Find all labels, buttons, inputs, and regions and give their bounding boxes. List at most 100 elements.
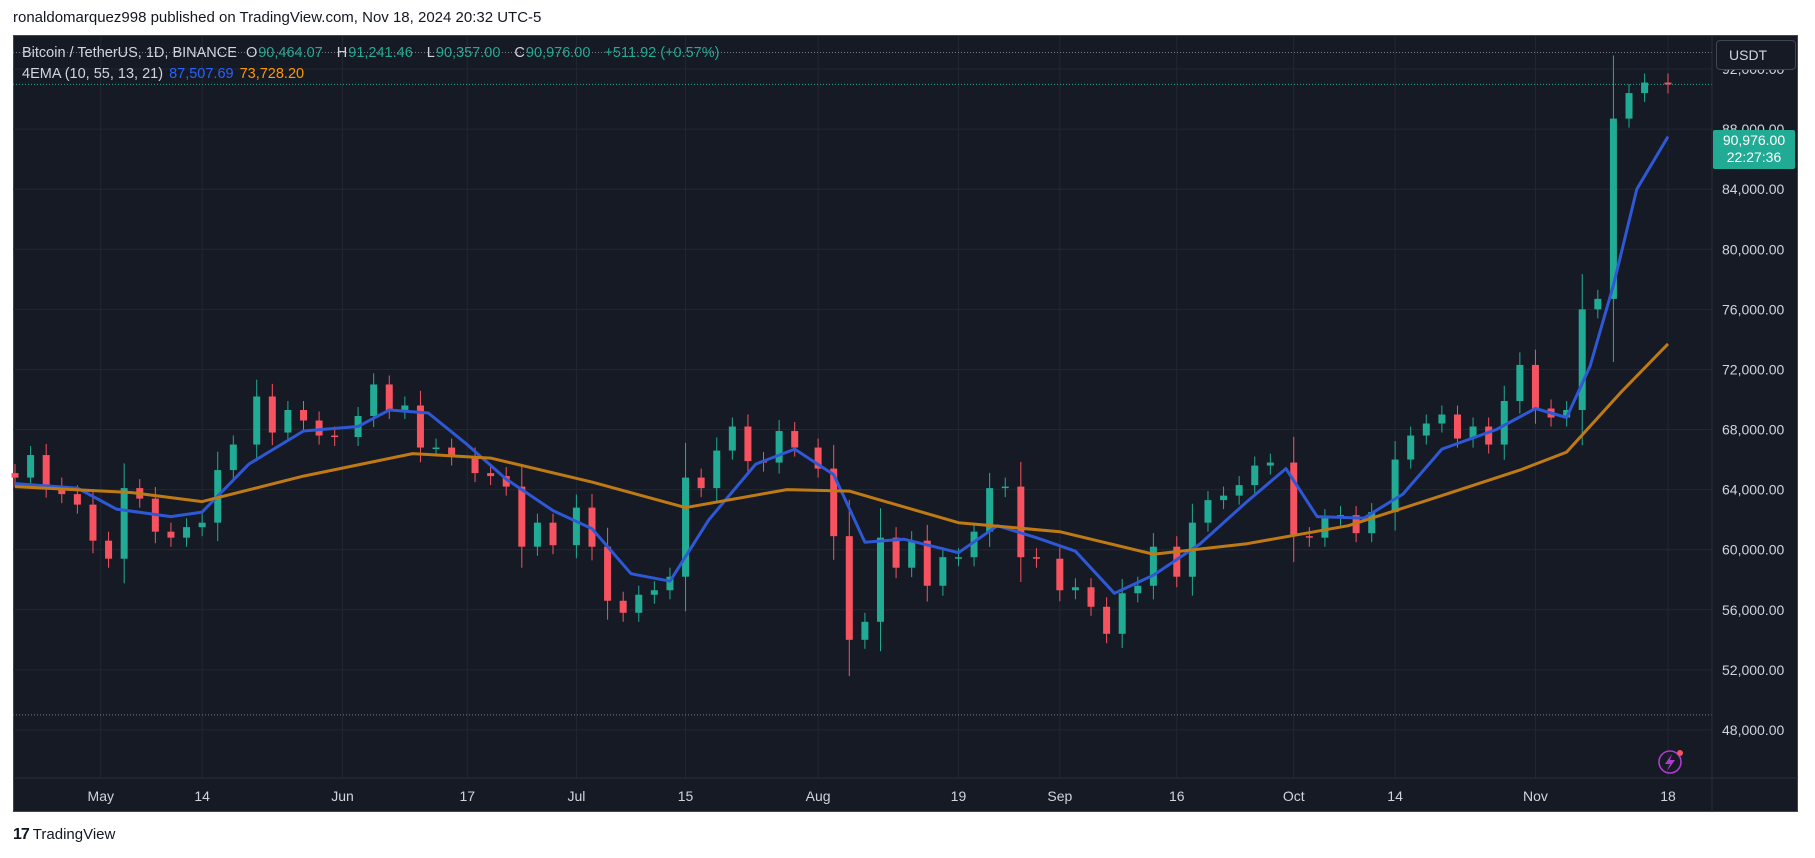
indicator-label[interactable]: 4EMA (10, 55, 13, 21) (22, 66, 164, 82)
open-label: O (245, 45, 258, 61)
x-tick-label: 16 (1169, 788, 1185, 804)
candle-body (1609, 118, 1617, 299)
candle-body (1103, 606, 1111, 634)
candle-body (1173, 546, 1181, 577)
last-price-tag: 90,976.00 22:27:36 (1713, 130, 1795, 169)
x-tick-label: 19 (951, 788, 967, 804)
candle-body (572, 507, 580, 546)
change-value: +511.92 (+0.57%) (604, 45, 720, 61)
candle-body (284, 410, 292, 433)
candle-body (1664, 82, 1672, 85)
candle-body (1563, 410, 1571, 418)
close-label: C (514, 45, 525, 61)
symbol-label[interactable]: Bitcoin / TetherUS, 1D, BINANCE (22, 45, 237, 61)
candle-body (728, 426, 736, 451)
candle-body (401, 405, 409, 411)
candle-body (814, 447, 822, 469)
candle-body (697, 477, 705, 489)
candle-body (954, 557, 962, 559)
candle-body (939, 557, 947, 586)
candle-body (1453, 414, 1461, 439)
candle-body (1087, 587, 1095, 607)
chart-panel[interactable] (13, 35, 1798, 812)
candle-body (11, 473, 19, 478)
candle-body (89, 504, 97, 541)
x-tick-label: 14 (194, 788, 210, 804)
grid-lines (13, 36, 1712, 778)
candle-body (1266, 462, 1274, 466)
ema-lines (14, 135, 1670, 595)
candle-body (861, 621, 869, 640)
candle-body (518, 486, 526, 547)
candle-body (1422, 423, 1430, 436)
tradingview-logo[interactable]: 17 TradingView (13, 826, 115, 844)
axes: 92,000.0088,000.0084,000.0080,000.0076,0… (13, 36, 1798, 812)
candle-body (619, 600, 627, 613)
low-value: 90,357.00 (435, 45, 501, 61)
candle-body (1056, 558, 1064, 591)
candle-body (744, 426, 752, 462)
candle-body (1516, 364, 1524, 401)
x-tick-label: 14 (1387, 788, 1403, 804)
candle-body (1578, 309, 1586, 411)
candle-body (1017, 486, 1025, 558)
candle-body (1531, 364, 1539, 409)
y-tick-label: 80,000.00 (1722, 241, 1784, 257)
y-tick-label: 76,000.00 (1722, 301, 1784, 317)
tradingview-brand-text: TradingView (32, 826, 116, 843)
x-tick-label: Nov (1523, 788, 1548, 804)
candle-body (1407, 435, 1415, 460)
candle-body (713, 450, 721, 489)
candle-body (73, 494, 81, 505)
candle-body (471, 456, 479, 474)
candle-body (167, 531, 175, 538)
high-value: 91,241.46 (348, 45, 413, 61)
candle-body (502, 476, 510, 487)
candle-body (635, 594, 643, 613)
candle-body (549, 522, 557, 546)
ema-slow-value: 73,728.20 (239, 66, 305, 82)
candle-body (830, 468, 838, 537)
candle-body (791, 431, 799, 448)
candle-body (1251, 465, 1259, 486)
candle-body (876, 537, 884, 622)
y-tick-label: 52,000.00 (1722, 662, 1784, 678)
y-tick-label: 84,000.00 (1722, 181, 1784, 197)
close-value: 90,976.00 (525, 45, 591, 61)
x-tick-label: Jul (567, 788, 585, 804)
candle-body (1321, 518, 1329, 538)
candle-body (970, 531, 978, 558)
lightning-icon[interactable] (1658, 750, 1683, 774)
candle-body (229, 444, 237, 471)
currency-button[interactable]: USDT (1716, 40, 1796, 70)
candle-body (682, 477, 690, 577)
candle-body (331, 435, 339, 438)
y-tick-label: 60,000.00 (1722, 542, 1784, 558)
candle-body (775, 431, 783, 463)
candle-body (1204, 500, 1212, 523)
candle-body (253, 396, 261, 445)
y-tick-label: 56,000.00 (1722, 602, 1784, 618)
low-label: L (426, 45, 435, 61)
candle-body (1438, 414, 1446, 424)
ema-slow-line (14, 342, 1670, 556)
candles (11, 55, 1672, 677)
open-value: 90,464.07 (258, 45, 323, 61)
candle-body (1500, 400, 1508, 445)
candle-body (448, 447, 456, 457)
ema-fast-value: 87,507.69 (169, 66, 234, 82)
candle-body (666, 576, 674, 591)
x-tick-label: Aug (806, 788, 831, 804)
candle-body (1118, 593, 1126, 634)
y-tick-label: 64,000.00 (1722, 482, 1784, 498)
candle-body (1134, 585, 1142, 594)
candle-body (416, 405, 424, 448)
candle-body (1071, 587, 1079, 591)
candle-body (198, 522, 206, 528)
candle-body (986, 488, 994, 532)
candle-body (1290, 462, 1298, 537)
candle-body (315, 420, 323, 436)
candle-body (299, 410, 307, 421)
candle-body (1149, 546, 1157, 586)
